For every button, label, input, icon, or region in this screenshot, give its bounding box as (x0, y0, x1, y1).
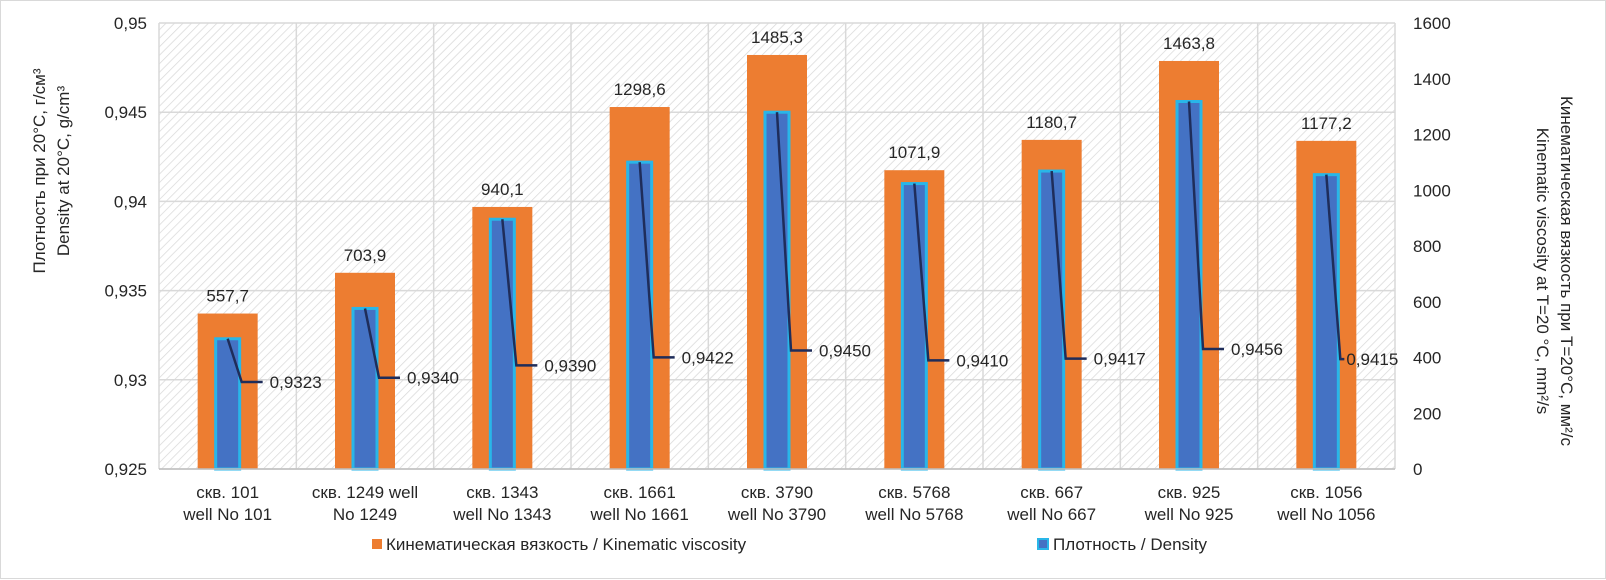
right-axis-title-line2: Kinematic viscosity at T=20 °C, mm²/s (1533, 128, 1552, 415)
right-tick-label: 1400 (1413, 70, 1451, 89)
category-label-line2: well No 101 (182, 505, 272, 524)
right-tick-label: 800 (1413, 237, 1441, 256)
left-tick-label: 0,945 (104, 103, 147, 122)
left-axis-title-line1: Плотность при 20°C, г/см³ (30, 68, 49, 273)
viscosity-data-label: 557,7 (206, 287, 249, 306)
right-tick-label: 600 (1413, 293, 1441, 312)
right-tick-label: 1000 (1413, 181, 1451, 200)
right-tick-label: 1200 (1413, 126, 1451, 145)
category-label-line1: скв. 1661 (604, 483, 676, 502)
density-leader-line (226, 338, 263, 384)
left-tick-label: 0,925 (104, 460, 147, 479)
density-data-label: 0,9417 (1094, 350, 1146, 369)
category-label-line2: well No 1661 (590, 505, 689, 524)
viscosity-data-label: 1485,3 (751, 28, 803, 47)
density-data-label: 0,9323 (270, 373, 322, 392)
legend-viscosity-label: Кинематическая вязкость / Kinematic visc… (386, 535, 747, 554)
right-tick-label: 0 (1413, 460, 1422, 479)
legend-density-label: Плотность / Density (1053, 535, 1208, 554)
category-label-line2: well No 667 (1006, 505, 1096, 524)
density-leader-line (775, 112, 812, 352)
density-bar (488, 217, 516, 471)
category-label-line1: скв. 1343 (466, 483, 538, 502)
density-data-label: 0,9456 (1231, 340, 1283, 359)
density-data-label: 0,9390 (544, 356, 596, 375)
density-bar (1312, 173, 1340, 471)
viscosity-data-label: 940,1 (481, 180, 524, 199)
density-data-label: 0,9340 (407, 369, 459, 388)
viscosity-data-label: 1298,6 (614, 80, 666, 99)
category-label-line2: well No 5768 (864, 505, 963, 524)
category-label-line2: No 1249 (333, 505, 397, 524)
density-data-label: 0,9410 (956, 351, 1008, 370)
density-bar (763, 110, 791, 471)
density-leader-line (363, 308, 400, 379)
category-label-line1: скв. 667 (1020, 483, 1083, 502)
category-label-line1: скв. 3790 (741, 483, 813, 502)
viscosity-data-label: 703,9 (344, 246, 387, 265)
density-leader-line (1325, 174, 1345, 361)
density-bar (900, 182, 928, 471)
density-bar (351, 306, 379, 471)
category-label-line2: well No 1343 (452, 505, 551, 524)
density-leader-line (1050, 170, 1087, 360)
category-label-line1: скв. 1249 well (312, 483, 418, 502)
viscosity-data-label: 1071,9 (888, 143, 940, 162)
density-leader-line (638, 162, 675, 359)
density-leader-line (501, 219, 538, 367)
density-data-label: 0,9415 (1346, 350, 1398, 369)
left-axis-title-line2: Density at 20°C, g/cm³ (54, 86, 73, 257)
category-label-line1: скв. 5768 (878, 483, 950, 502)
right-tick-label: 200 (1413, 404, 1441, 423)
category-label-line1: скв. 1056 (1290, 483, 1362, 502)
density-bar (1175, 99, 1203, 471)
right-tick-label: 1600 (1413, 14, 1451, 33)
viscosity-data-label: 1177,2 (1301, 114, 1352, 133)
density-bar (214, 337, 242, 471)
category-label-line2: well No 1056 (1276, 505, 1375, 524)
legend-density-swatch (1037, 538, 1049, 550)
category-label-line2: well No 3790 (727, 505, 826, 524)
density-leader-line (1187, 101, 1224, 351)
density-bar (1038, 169, 1066, 471)
left-tick-label: 0,95 (114, 14, 147, 33)
left-tick-label: 0,935 (104, 282, 147, 301)
density-data-label: 0,9422 (682, 348, 734, 367)
density-data-label: 0,9450 (819, 341, 871, 360)
density-bar (626, 160, 654, 471)
viscosity-data-label: 1463,8 (1163, 34, 1215, 53)
left-tick-label: 0,94 (114, 192, 147, 211)
left-tick-label: 0,93 (114, 371, 147, 390)
category-label-line1: скв. 925 (1158, 483, 1221, 502)
category-label-line2: well No 925 (1144, 505, 1234, 524)
right-axis-title-line1: Кинематическая вязкость при T=20°C, мм²/… (1557, 96, 1576, 446)
right-tick-label: 400 (1413, 349, 1441, 368)
legend-viscosity-swatch (372, 539, 382, 549)
viscosity-data-label: 1180,7 (1026, 113, 1077, 132)
density-leader-line (913, 183, 950, 362)
category-label-line1: скв. 101 (196, 483, 259, 502)
